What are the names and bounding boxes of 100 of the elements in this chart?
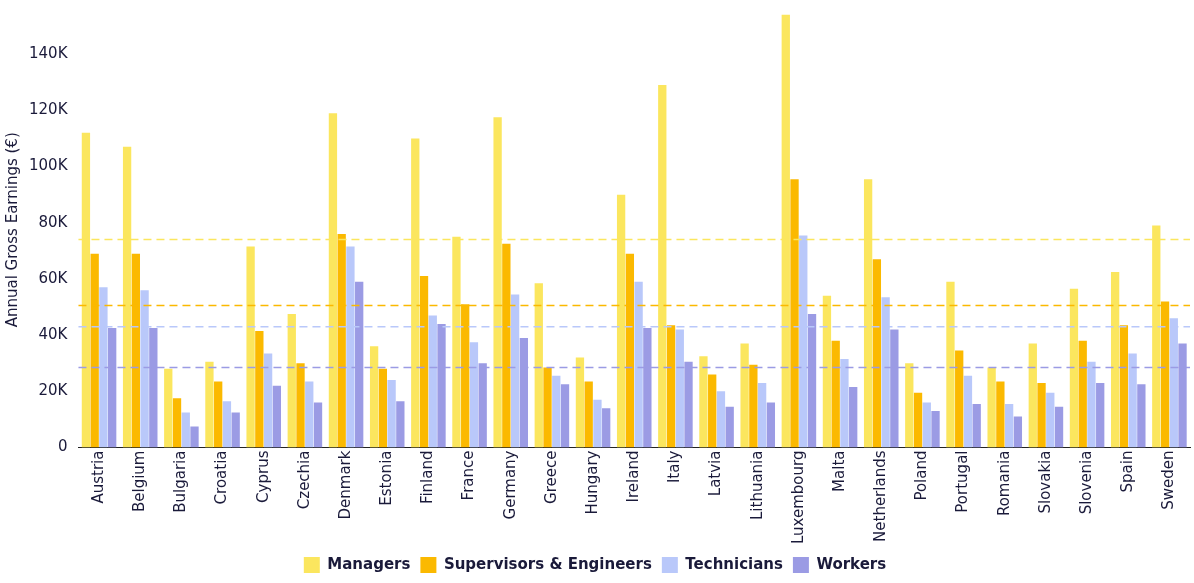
x-tick-label: Spain [1118, 450, 1137, 493]
y-tick-label: 0 [57, 437, 68, 456]
bar [840, 359, 849, 448]
bar [246, 246, 255, 448]
bar [913, 392, 923, 448]
x-tick-label: Sweden [1159, 450, 1178, 510]
bar [766, 402, 776, 448]
legend-label: Supervisors & Engineers [443, 554, 652, 573]
bar [1078, 340, 1087, 448]
bar [255, 330, 264, 448]
bar [1013, 416, 1023, 448]
bar [222, 401, 232, 448]
x-tick-label: Austria [88, 450, 107, 504]
x-tick-label: Belgium [130, 450, 149, 513]
bar [560, 384, 570, 448]
y-tick-label: 60K [38, 268, 69, 287]
x-tick-label: Lithuania [747, 450, 766, 520]
bar [905, 363, 914, 448]
x-tick-label: Malta [829, 450, 848, 492]
x-tick-label: Netherlands [871, 450, 890, 542]
bar [214, 381, 223, 448]
bar [584, 381, 593, 448]
bar [1054, 406, 1064, 448]
x-tick-label: France [459, 450, 478, 501]
bar [972, 403, 981, 448]
bar [172, 398, 182, 448]
bar [1037, 382, 1046, 448]
x-tick-label: Hungary [582, 450, 601, 515]
x-tick-label: Czechia [294, 450, 313, 510]
x-tick-label: Ireland [624, 450, 643, 503]
bar [699, 356, 708, 448]
bar [675, 329, 684, 448]
legend-label: Technicians [685, 554, 783, 573]
bar [164, 368, 173, 448]
bar [1137, 384, 1146, 448]
x-tick-label: Italy [665, 450, 684, 484]
bar [1046, 392, 1055, 448]
bar [963, 375, 973, 448]
x-tick-label: Estonia [377, 450, 396, 506]
y-tick-label: 100K [29, 156, 69, 175]
bar [666, 325, 676, 448]
x-tick-label: Bulgaria [171, 450, 190, 513]
x-tick-label: Finland [418, 450, 437, 505]
bar [287, 314, 296, 448]
bar [369, 346, 379, 448]
bar [708, 374, 717, 448]
bar [749, 364, 758, 448]
bar [552, 375, 561, 448]
bar [378, 368, 388, 448]
bar [1096, 382, 1105, 448]
bar [946, 281, 955, 448]
x-tick-label: Cyprus [253, 450, 272, 503]
bar [955, 350, 964, 448]
bar [849, 387, 858, 448]
bar [593, 399, 602, 448]
bar [263, 353, 273, 448]
bar [725, 406, 734, 448]
bar [987, 367, 996, 448]
x-tick-label: Latvia [706, 450, 725, 497]
x-tick-label: Portugal [953, 450, 972, 513]
bar [205, 361, 214, 448]
y-tick-label: 120K [29, 100, 69, 119]
x-tick-label: Romania [994, 450, 1013, 517]
x-tick-label: Croatia [212, 450, 231, 505]
y-tick-label: 140K [29, 44, 69, 63]
bar [1110, 271, 1120, 448]
y-axis-title: Annual Gross Earnings (€) [2, 132, 21, 328]
bar [272, 385, 281, 448]
y-tick-label: 80K [38, 212, 69, 231]
x-tick-label: Slovenia [1076, 450, 1095, 515]
bar [181, 412, 190, 448]
x-tick-label: Germany [500, 450, 519, 520]
y-tick-label: 40K [38, 325, 69, 344]
bar [313, 402, 323, 448]
bar [1069, 288, 1079, 448]
bar [996, 381, 1005, 448]
bar [822, 295, 832, 448]
bar [1004, 403, 1014, 448]
y-tick-label: 20K [38, 381, 69, 400]
bar [831, 340, 840, 448]
bar [534, 283, 543, 448]
bar [296, 363, 305, 448]
bar [1119, 325, 1129, 448]
bar [1128, 353, 1137, 448]
x-tick-label: Denmark [335, 450, 354, 520]
legend-label: Managers [327, 554, 411, 573]
bar [231, 412, 240, 448]
bar [716, 391, 726, 448]
bar [922, 402, 931, 448]
legend-label: Workers [816, 554, 887, 573]
x-tick-label: Luxembourg [788, 450, 807, 545]
bar [575, 357, 585, 448]
bar [757, 382, 767, 448]
bar [387, 380, 396, 448]
bar [1028, 343, 1037, 448]
bar [190, 426, 199, 448]
bar [931, 410, 940, 448]
bar [1087, 361, 1096, 448]
bar [305, 381, 314, 448]
x-tick-label: Slovakia [1035, 450, 1054, 514]
